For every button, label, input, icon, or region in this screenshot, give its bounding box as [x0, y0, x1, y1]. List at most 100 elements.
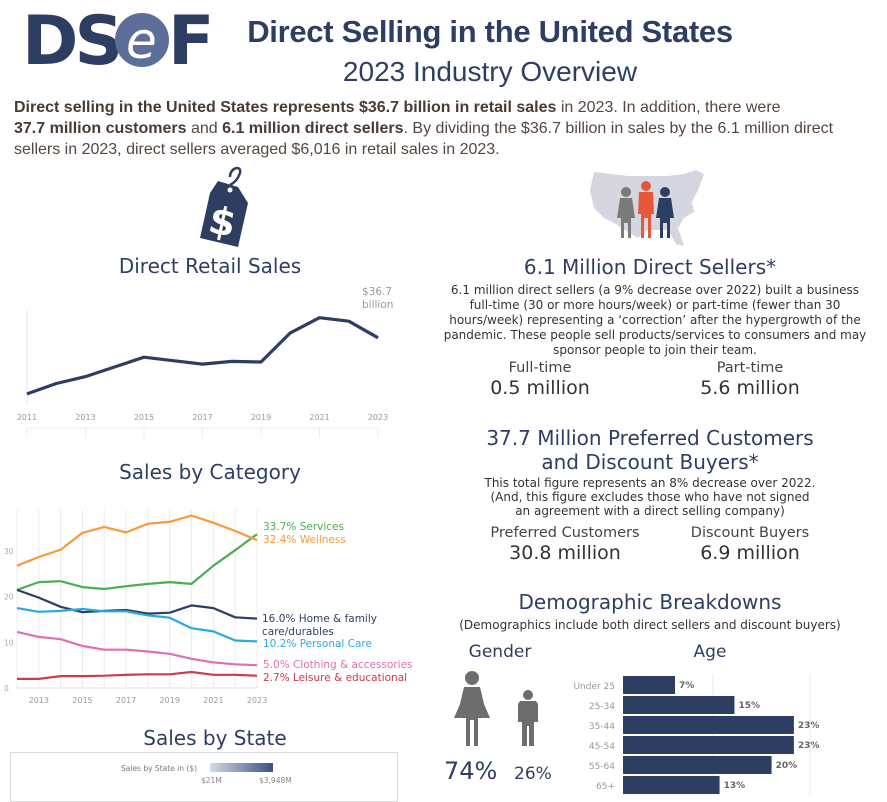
demographics-subtitle: (Demographics include both direct seller…	[440, 618, 860, 633]
preferred-label: Preferred Customers	[470, 525, 660, 541]
age-value-label: 20%	[776, 761, 798, 771]
parttime-value: 5.6 million	[680, 377, 820, 399]
state-map-panel[interactable]: Sales by State in ($) $21M $3,948M	[10, 752, 398, 802]
category-x-tick-label: 2023	[247, 696, 267, 705]
page-subtitle: 2023 Industry Overview	[225, 56, 755, 88]
intro-text-1: in 2023. In addition, there were	[556, 99, 780, 116]
category-line-leisure-educational	[17, 672, 257, 679]
customers-title-line2: and Discount Buyers*	[450, 450, 850, 474]
state-title: Sales by State	[30, 726, 400, 750]
page-title: Direct Selling in the United States	[225, 14, 755, 50]
male-percent: 26%	[514, 764, 552, 784]
retail-end-label-1: $36.7	[362, 286, 392, 298]
male-icon	[516, 690, 540, 746]
gender-title: Gender	[455, 642, 545, 662]
demographics-title: Demographic Breakdowns	[450, 590, 850, 614]
age-value-label: 7%	[679, 681, 694, 691]
us-map-people-icon	[588, 168, 708, 248]
retail-x-tick-label: 2017	[192, 413, 212, 422]
intro-bold-4: 6.1 million direct sellers	[222, 120, 403, 137]
age-bar	[623, 716, 794, 734]
age-value-label: 13%	[724, 781, 746, 791]
category-x-tick-label: 2015	[72, 696, 92, 705]
preferred-value: 30.8 million	[470, 542, 660, 564]
intro-text-2: and	[187, 120, 223, 137]
category-line-personal-care	[17, 608, 257, 641]
intro-bold-1: Direct selling in the United States repr…	[14, 99, 359, 116]
svg-text:e: e	[126, 12, 157, 70]
female-icon	[452, 670, 492, 746]
age-bar	[623, 776, 720, 794]
age-category-label: Under 25	[573, 682, 615, 692]
category-x-tick-label: 2013	[29, 696, 49, 705]
customers-title: 37.7 Million Preferred Customers and Dis…	[450, 426, 850, 474]
fulltime-label: Full-time	[470, 360, 610, 376]
discount-value: 6.9 million	[680, 542, 820, 564]
category-y-tick-label: 30	[4, 547, 14, 556]
category-series-label: 33.7% Services	[263, 521, 344, 533]
customers-desc-line1: This total figure represents an 8% decre…	[450, 476, 850, 490]
retail-x-tick-label: 2023	[368, 413, 388, 422]
intro-paragraph: Direct selling in the United States repr…	[14, 97, 874, 160]
state-legend-min: $21M	[201, 776, 222, 785]
fulltime-value: 0.5 million	[470, 377, 610, 399]
retail-x-tick-label: 2013	[75, 413, 95, 422]
category-series-label: 2.7% Leisure & educational	[263, 672, 407, 684]
retail-sales-title: Direct Retail Sales	[30, 254, 390, 278]
category-line-services	[17, 534, 257, 590]
price-tag-icon: $	[190, 163, 252, 248]
age-title: Age	[670, 642, 750, 662]
category-y-tick-label: 20	[4, 593, 14, 602]
retail-x-tick-label: 2011	[17, 413, 37, 422]
age-category-label: 55-64	[589, 762, 615, 772]
age-bar	[623, 736, 794, 754]
sellers-title: 6.1 Million Direct Sellers*	[450, 255, 850, 279]
female-percent: 74%	[444, 757, 497, 785]
category-series-label: 16.0% Home & family	[262, 613, 377, 625]
age-bar	[623, 676, 675, 694]
category-chart: 0 10 20 30 2013 2015 2017 2019 2021 2023 33.7% Se…	[0, 500, 430, 710]
category-series-label: care/durables	[262, 626, 334, 638]
age-bar-chart: Under 25 7% 25-34 15% 35-44 23% 45-54 23% 55-64 2…	[560, 670, 887, 796]
category-x-tick-label: 2019	[160, 696, 180, 705]
age-value-label: 15%	[738, 701, 760, 711]
customers-desc-line2: (And, this figure excludes those who hav…	[450, 490, 850, 504]
age-category-label: 65+	[596, 782, 615, 792]
category-title: Sales by Category	[30, 460, 390, 484]
category-series-label: 5.0% Clothing & accessories	[263, 659, 413, 671]
retail-sales-line	[27, 318, 378, 394]
customers-desc-line3: an agreement with a direct selling compa…	[450, 504, 850, 518]
age-value-label: 23%	[798, 741, 820, 751]
customers-title-line1: 37.7 Million Preferred Customers	[450, 426, 850, 450]
age-bar	[623, 696, 734, 714]
age-category-label: 25-34	[589, 702, 615, 712]
dsef-logo: DS e F	[22, 8, 212, 70]
retail-x-tick-label: 2021	[309, 413, 329, 422]
category-x-tick-label: 2017	[116, 696, 136, 705]
age-category-label: 45-54	[589, 742, 615, 752]
category-series-label: 10.2% Personal Care	[263, 638, 372, 650]
retail-x-tick-label: 2019	[251, 413, 271, 422]
state-legend-title: Sales by State in ($)	[121, 764, 197, 773]
intro-bold-3: 37.7 million customers	[14, 120, 187, 137]
category-y-tick-label: 0	[4, 684, 9, 693]
age-value-label: 23%	[798, 721, 820, 731]
retail-x-tick-label: 2015	[134, 413, 154, 422]
category-line-clothing-accessories	[17, 632, 257, 665]
retail-end-label-2: billion	[362, 299, 393, 311]
category-line-wellness	[17, 516, 257, 566]
category-series-label: 32.4% Wellness	[263, 534, 346, 546]
sellers-description: 6.1 million direct sellers (a 9% decreas…	[440, 283, 870, 358]
age-category-label: 35-44	[589, 722, 615, 732]
svg-text:F: F	[168, 8, 212, 70]
category-y-tick-label: 10	[4, 638, 14, 647]
state-legend-gradient	[210, 763, 273, 772]
age-bar	[623, 756, 772, 774]
retail-sales-chart: 2011 2013 2015 2017 2019 2021 2023 $36.7 billi…	[0, 280, 410, 445]
parttime-label: Part-time	[680, 360, 820, 376]
category-x-tick-label: 2021	[203, 696, 223, 705]
svg-text:DS: DS	[22, 8, 119, 70]
intro-bold-2: $36.7 billion in retail sales	[359, 99, 556, 116]
discount-label: Discount Buyers	[680, 525, 820, 541]
state-legend-max: $3,948M	[259, 776, 292, 785]
